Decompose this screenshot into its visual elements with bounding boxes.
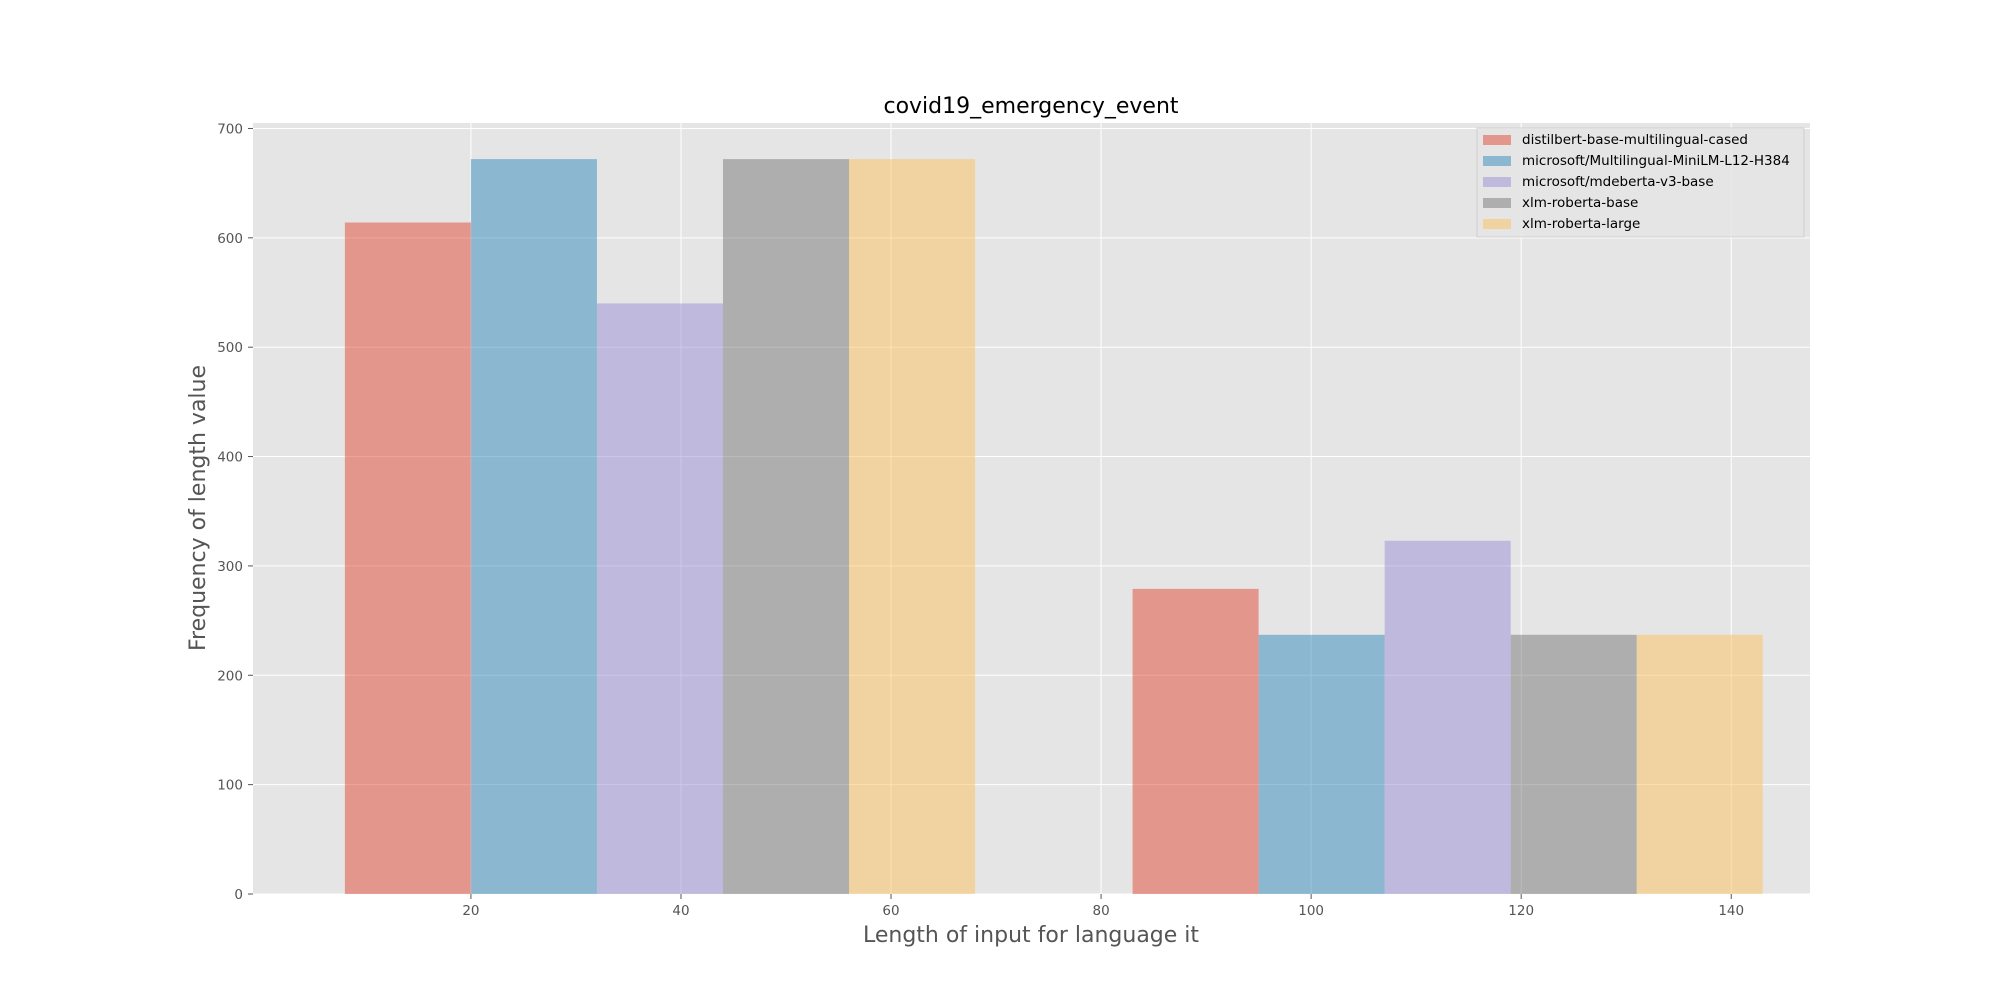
x-tick-label: 60 [882, 903, 899, 919]
y-axis-label: Frequency of length value [186, 365, 211, 651]
bar [849, 159, 976, 894]
legend-swatch [1483, 219, 1511, 229]
legend-swatch [1483, 156, 1511, 166]
bar [722, 159, 850, 894]
legend-swatch [1483, 135, 1511, 145]
chart-title: covid19_emergency_event [883, 94, 1178, 119]
y-tick-label: 100 [217, 778, 243, 794]
y-tick-label: 200 [217, 668, 243, 684]
y-tick-label: 600 [217, 231, 243, 247]
y-tick-label: 400 [217, 450, 243, 466]
y-tick-label: 700 [217, 121, 243, 137]
bar [1258, 634, 1385, 894]
y-tick-label: 300 [217, 559, 243, 575]
x-tick-label: 100 [1298, 903, 1324, 919]
legend-label: xlm-roberta-base [1522, 195, 1638, 211]
bar [1132, 588, 1259, 894]
legend-label: microsoft/Multilingual-MiniLM-L12-H384 [1522, 153, 1790, 169]
x-tick-label: 80 [1092, 903, 1109, 919]
legend-label: xlm-roberta-large [1522, 216, 1640, 232]
y-tick-label: 500 [217, 340, 243, 356]
legend-swatch [1483, 177, 1511, 187]
y-axis-ticks: 0 100 200 300 400 500 600 700 [217, 121, 253, 903]
x-tick-label: 20 [462, 903, 479, 919]
y-tick-label: 0 [234, 887, 243, 903]
x-tick-label: 120 [1508, 903, 1534, 919]
x-axis-ticks: 20 40 60 80 100 120 140 [462, 894, 1744, 919]
x-axis-label: Length of input for language it [863, 923, 1199, 948]
bar [1636, 634, 1763, 894]
bars [344, 159, 1763, 895]
legend-label: distilbert-base-multilingual-cased [1522, 132, 1748, 148]
bar [344, 222, 471, 894]
x-tick-label: 40 [672, 903, 689, 919]
bar [470, 159, 597, 894]
bar [1510, 634, 1637, 894]
legend-items: distilbert-base-multilingual-cased micros… [1483, 132, 1790, 232]
bar [596, 303, 723, 895]
legend-swatch [1483, 198, 1511, 208]
legend-frame [1476, 127, 1805, 238]
bar [1384, 540, 1511, 894]
x-tick-label: 140 [1718, 903, 1744, 919]
legend-label: microsoft/mdeberta-v3-base [1522, 174, 1714, 190]
legend: distilbert-base-multilingual-cased micros… [1476, 127, 1805, 238]
